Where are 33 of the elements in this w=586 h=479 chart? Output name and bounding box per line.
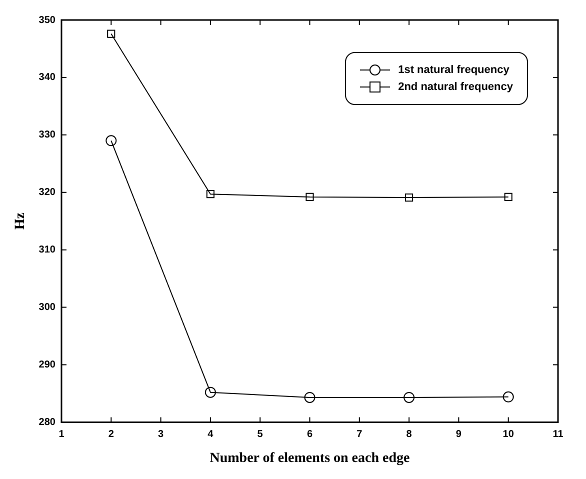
y-axis-title: Hz <box>13 212 28 230</box>
x-tick-label: 1 <box>58 428 65 440</box>
point <box>206 190 214 198</box>
x-tick-label: 11 <box>552 428 564 440</box>
point <box>204 386 216 398</box>
y-tick-label: 290 <box>38 359 56 370</box>
point <box>106 135 117 146</box>
point <box>107 30 116 38</box>
y-tick-label: 280 <box>38 416 56 428</box>
x-tick-label: 4 <box>208 428 214 440</box>
point <box>404 392 415 403</box>
legend-label: 1st natural frequency <box>398 64 510 76</box>
y-tick-label: 320 <box>38 187 56 198</box>
x-tick-label: 8 <box>406 428 412 440</box>
point <box>304 392 316 403</box>
x-tick-label: 9 <box>456 428 462 440</box>
x-tick-label: 7 <box>356 428 363 440</box>
x-tick-label: 10 <box>502 428 514 440</box>
y-tick-label: 340 <box>38 72 56 84</box>
point <box>502 391 514 402</box>
y-tick-label: 330 <box>38 130 56 141</box>
x-tick-label: 6 <box>306 428 313 440</box>
y-tick-label: 300 <box>38 302 56 314</box>
x-axis-title: Number of elements on each edge <box>210 451 410 466</box>
x-tick-label: 5 <box>257 428 264 440</box>
y-tick-label: 350 <box>38 14 56 26</box>
y-tick-label: 310 <box>38 244 56 256</box>
point <box>504 192 512 202</box>
point <box>405 194 414 202</box>
point <box>306 192 314 202</box>
legend-label: 2nd natural frequency <box>398 81 513 93</box>
x-tick-label: 3 <box>158 428 164 440</box>
x-tick-label: 2 <box>108 428 114 440</box>
